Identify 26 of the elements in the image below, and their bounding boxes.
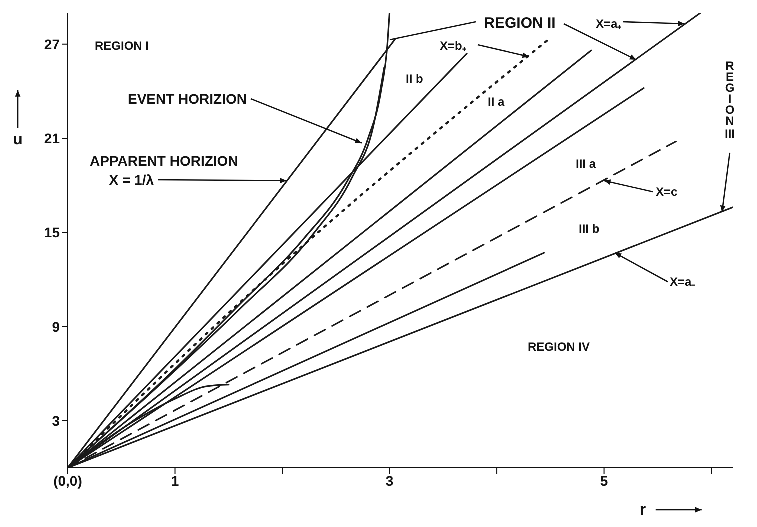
annotation: X = 1/λ [109, 172, 154, 188]
annotation: APPARENT HORIZION [90, 153, 238, 169]
annotation: III b [579, 222, 600, 236]
annotation: III a [576, 157, 596, 171]
x-tick-label: 1 [171, 472, 180, 489]
annotation: II b [406, 72, 424, 86]
y-axis-title: u [13, 131, 23, 148]
annotation: REGION II [484, 15, 556, 32]
annotation: X=b₊ [440, 39, 466, 53]
y-tick-label: 27 [44, 36, 60, 52]
annotation: X=a₊ [596, 17, 622, 31]
annotation: X=a₋ [670, 275, 696, 289]
annotation: X=c [656, 185, 678, 199]
x-axis-title: r [640, 502, 646, 519]
y-tick-label: 3 [52, 412, 60, 429]
annotation: II a [488, 95, 505, 109]
annotation: REGION I [95, 39, 150, 53]
y-tick-label: 15 [44, 224, 60, 241]
y-tick-label: 21 [44, 130, 60, 146]
x-tick-label: 5 [600, 472, 608, 489]
y-tick-label: 9 [52, 318, 60, 335]
x-tick-label: (0,0) [54, 472, 82, 489]
annotation: REGION IV [528, 340, 590, 354]
x-tick-label: 3 [386, 472, 394, 489]
annotation: EVENT HORIZION [128, 91, 247, 107]
annotation: REGION III [724, 59, 736, 141]
